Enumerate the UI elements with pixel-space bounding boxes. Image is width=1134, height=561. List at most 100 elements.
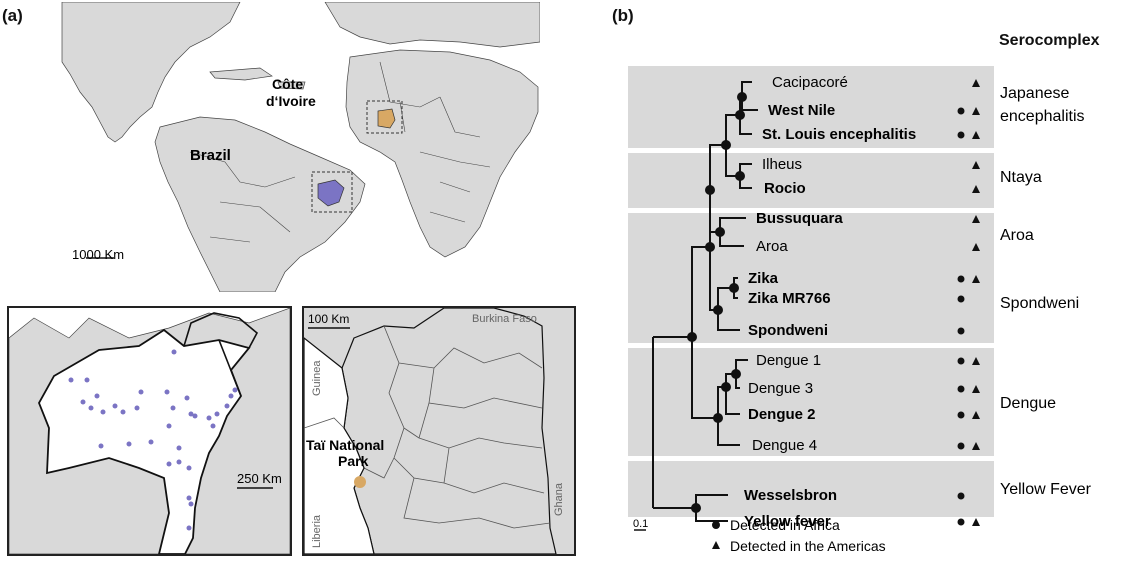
cote-label-2: d‘Ivoire [266,93,316,109]
bahia-dashed-box [311,171,353,213]
tai-park-site [354,476,366,488]
site-dot [188,501,194,507]
site-dot [94,393,100,399]
tree-node [715,227,725,237]
americas-marker [972,131,980,139]
africa-marker [957,327,965,335]
site-dot [210,423,216,429]
americas-marker [972,442,980,450]
tree-node [713,413,723,423]
bahia-region [317,179,345,207]
site-dot [166,423,172,429]
site-dot [98,443,104,449]
ivoire-dashed-box [366,100,403,134]
south-america-landmass [154,116,366,292]
tree-nodes [687,92,747,513]
americas-marker [972,357,980,365]
americas-marker [972,275,980,283]
tree-scale-label: 0.1 [633,518,648,530]
taxon-label: Wesselsbron [744,487,837,504]
tree-node [735,110,745,120]
legend-americas-triangle [712,541,720,549]
taxon-label: Rocio [764,180,806,197]
americas-marker [972,161,980,169]
park-label-1: Taï National [306,437,384,453]
caribbean-island [277,81,306,90]
group-bg-aroa [628,213,994,268]
brazil-sampling-sites [68,349,238,531]
africa-marker [957,131,965,139]
tree-node [687,332,697,342]
site-dot [232,387,238,393]
site-dot [186,495,192,501]
site-dot [126,441,132,447]
world-map: Brazil Côte d‘Ivoire 1000 Km [61,2,540,292]
site-dot [80,399,86,405]
world-scale-label: 1000 Km [72,247,124,262]
africa-marker [957,442,965,450]
bahia-state [38,328,251,554]
tree-node [737,92,747,102]
africa-marker [957,107,965,115]
site-dot [206,415,212,421]
ivoire-scale-label: 100 Km [308,312,349,326]
group-label-yellowfever: Yellow Fever [1000,481,1092,498]
site-dot [171,349,177,355]
liberia-label: Liberia [311,514,323,548]
ivoire-inset-map: 100 Km Burkina Faso Guinea Liberia Ghana… [304,308,574,554]
ivoire-region [377,108,396,129]
legend-africa: Detected in Africa [730,517,840,533]
site-dot [186,525,192,531]
taxon-label: Spondweni [748,322,828,339]
tree-node [721,382,731,392]
taxon-label: Dengue 2 [748,406,816,423]
tree-node [721,140,731,150]
cuba-island [209,67,273,81]
brazil-scale-label: 250 Km [237,471,282,486]
americas-marker [972,518,980,526]
taxon-label: Ilheus [762,156,802,173]
brazil-inset: 250 Km [7,306,292,556]
americas-marker [972,385,980,393]
site-dot [120,409,126,415]
taxon-label: Zika [748,270,779,287]
tree-node [705,242,715,252]
site-dot [176,459,182,465]
ivoire-inset: 100 Km Burkina Faso Guinea Liberia Ghana… [302,306,576,556]
taxon-label: Dengue 4 [752,437,817,454]
group-label-ntaya: Ntaya [1000,169,1042,186]
americas-marker [972,411,980,419]
site-dot [224,403,230,409]
group-bg-spondweni [628,263,994,343]
site-dot [100,409,106,415]
panel-b-label: (b) [612,6,634,25]
tree-node [705,185,715,195]
taxon-label: West Nile [768,102,835,119]
africa-marker [957,275,965,283]
tree-node [729,283,739,293]
taxon-label: Yellow fever [744,513,831,530]
tree-node [713,305,723,315]
site-dot [88,405,94,411]
site-dot [176,445,182,451]
group-label-spondweni: Spondweni [1000,295,1079,312]
site-dot [192,413,198,419]
site-dot [84,377,90,383]
taxon-label: Cacipacoré [772,74,848,91]
site-dot [170,405,176,411]
ivoire-country [341,308,557,554]
site-dot [112,403,118,409]
americas-marker [972,79,980,87]
taxon-label: Zika MR766 [748,290,831,307]
africa-marker [957,295,965,303]
ghana-label: Ghana [553,482,565,516]
site-dot [148,439,154,445]
burkina-label: Burkina Faso [472,313,537,325]
brazil-label: Brazil [190,147,231,164]
americas-marker [972,107,980,115]
americas-marker [972,243,980,251]
brazil-inset-map: 250 Km [9,308,290,554]
taxon-label: Dengue 1 [756,352,821,369]
americas-marker [972,215,980,223]
site-dot [184,395,190,401]
